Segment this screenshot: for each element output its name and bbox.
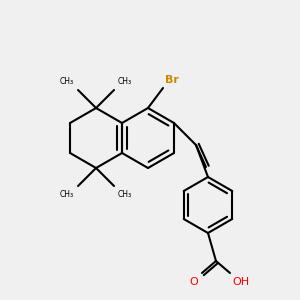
Text: CH₃: CH₃ [60,190,74,199]
Text: CH₃: CH₃ [60,77,74,86]
Text: O: O [189,277,198,287]
Text: CH₃: CH₃ [118,77,132,86]
Text: OH: OH [232,277,249,287]
Text: CH₃: CH₃ [118,190,132,199]
Text: Br: Br [165,75,179,85]
